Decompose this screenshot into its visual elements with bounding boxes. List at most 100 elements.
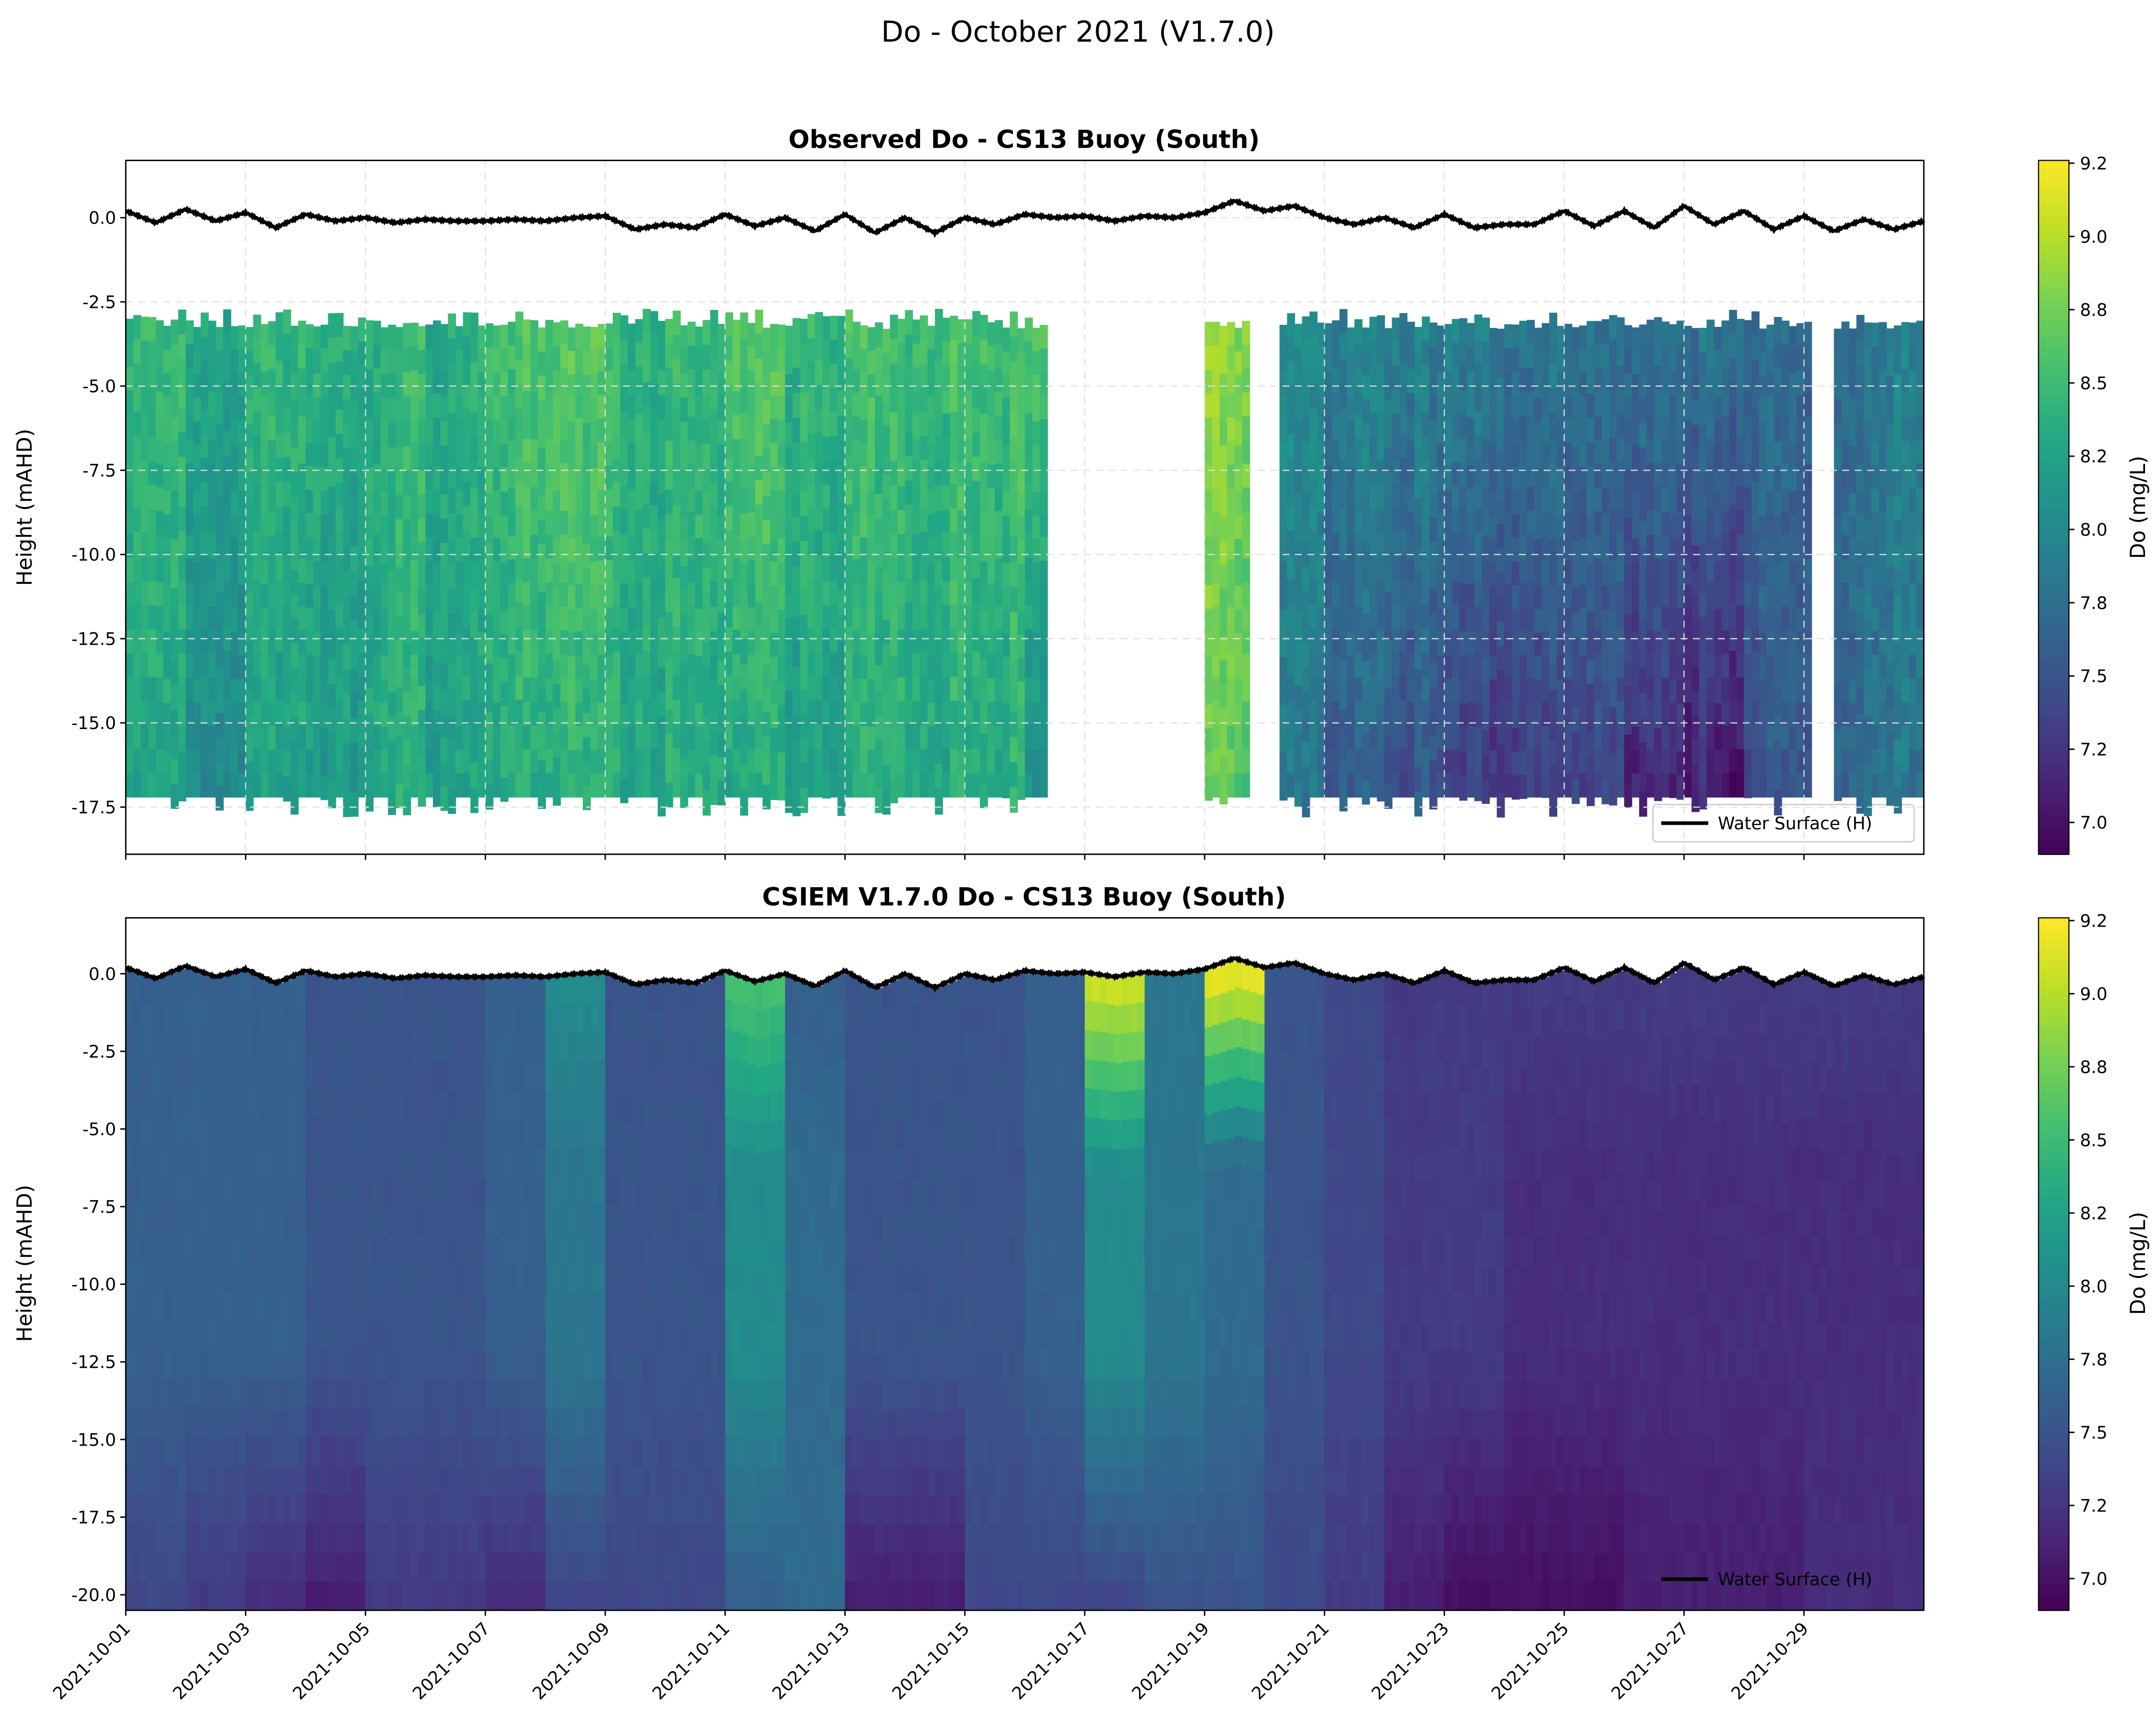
- heatmap-cell: [957, 725, 965, 750]
- heatmap-cell: [650, 384, 659, 409]
- heatmap-cell: [350, 375, 359, 401]
- heatmap-cell: [1549, 665, 1558, 691]
- heatmap-cell: [478, 585, 486, 609]
- heatmap-cell: [732, 606, 741, 631]
- heatmap-cell: [245, 1027, 254, 1057]
- heatmap-cell: [410, 726, 419, 750]
- heatmap-cell: [178, 727, 187, 752]
- heatmap-cell: [1002, 374, 1010, 399]
- heatmap-cell: [500, 634, 508, 659]
- heatmap-cell: [313, 1320, 321, 1350]
- heatmap-cell: [380, 445, 389, 469]
- heatmap-cell: [1324, 631, 1333, 656]
- heatmap-cell: [193, 1231, 202, 1261]
- heatmap-cell: [882, 765, 891, 790]
- heatmap-cell: [328, 338, 336, 363]
- heatmap-cell: [1744, 320, 1752, 345]
- heatmap-cell: [1556, 444, 1565, 468]
- heatmap-cell: [171, 491, 179, 516]
- heatmap-cell: [485, 615, 493, 640]
- heatmap-cell: [238, 514, 246, 538]
- heatmap-cell: [193, 327, 202, 351]
- heatmap-cell: [343, 473, 351, 498]
- observed-panel: Observed Do - CS13 Buoy (South) Height (…: [12, 125, 2150, 860]
- heatmap-cell: [1002, 469, 1010, 493]
- heatmap-cell: [245, 1348, 254, 1378]
- heatmap-cell: [425, 513, 434, 538]
- heatmap-cell: [1451, 414, 1460, 439]
- heatmap-cell: [275, 1239, 284, 1269]
- heatmap-cell: [1466, 323, 1475, 347]
- heatmap-cell: [837, 540, 846, 566]
- heatmap-cell: [964, 558, 973, 583]
- heatmap-cell: [920, 604, 928, 629]
- heatmap-cell: [680, 590, 689, 615]
- heatmap-cell: [1864, 790, 1872, 816]
- heatmap-cell: [935, 662, 943, 689]
- heatmap-cell: [290, 977, 299, 1006]
- heatmap-cell: [290, 594, 299, 620]
- heatmap-cell: [253, 459, 261, 484]
- heatmap-cell: [275, 385, 284, 410]
- heatmap-cell: [1632, 515, 1640, 539]
- heatmap-cell: [1407, 393, 1415, 418]
- heatmap-cell: [837, 316, 846, 342]
- heatmap-cell: [1377, 461, 1385, 486]
- heatmap-cell: [582, 640, 591, 666]
- heatmap-cell: [1407, 369, 1415, 394]
- colorbar-segment: [2038, 417, 2069, 425]
- heatmap-cell: [1526, 343, 1535, 368]
- heatmap-cell: [1766, 702, 1775, 727]
- heatmap-cell: [1706, 415, 1715, 440]
- heatmap-cell: [725, 603, 733, 628]
- heatmap-cell: [1429, 565, 1437, 591]
- heatmap-cell: [1039, 679, 1048, 704]
- heatmap-cell: [1864, 766, 1872, 792]
- heatmap-cell: [1684, 491, 1692, 515]
- heatmap-cell: [1729, 748, 1737, 773]
- heatmap-cell: [522, 773, 531, 798]
- heatmap-cell: [537, 327, 546, 352]
- heatmap-cell: [770, 419, 778, 444]
- heatmap-cell: [590, 514, 599, 539]
- heatmap-cell: [822, 702, 831, 727]
- colorbar-tick-label: 9.2: [2080, 154, 2108, 174]
- heatmap-cell: [1362, 613, 1370, 638]
- heatmap-cell: [1647, 415, 1655, 440]
- heatmap-cell: [350, 742, 359, 768]
- heatmap-cell: [1541, 749, 1550, 774]
- heatmap-cell: [1279, 538, 1288, 563]
- heatmap-cell: [1706, 630, 1715, 655]
- heatmap-cell: [156, 1552, 164, 1582]
- heatmap-cell: [703, 741, 711, 766]
- heatmap-cell: [178, 629, 187, 654]
- heatmap-cell: [552, 467, 561, 492]
- heatmap-cell: [1362, 470, 1370, 495]
- heatmap-cell: [852, 369, 861, 394]
- heatmap-cell: [231, 1436, 239, 1466]
- heatmap-cell: [1632, 398, 1640, 422]
- heatmap-cell: [126, 1464, 134, 1494]
- heatmap-cell: [710, 458, 719, 484]
- heatmap-cell: [530, 320, 539, 345]
- heatmap-cell: [283, 530, 291, 556]
- heatmap-cell: [1759, 586, 1767, 610]
- heatmap-cell: [718, 756, 726, 781]
- heatmap-cell: [433, 612, 441, 637]
- heatmap-cell: [260, 1149, 269, 1179]
- heatmap-cell: [920, 460, 928, 485]
- heatmap-cell: [762, 737, 771, 761]
- heatmap-cell: [927, 396, 936, 421]
- heatmap-cell: [1834, 541, 1842, 565]
- heatmap-cell: [448, 413, 456, 439]
- heatmap-cell: [328, 634, 336, 660]
- heatmap-cell: [994, 510, 1003, 535]
- heatmap-cell: [148, 701, 157, 726]
- heatmap-cell: [1856, 489, 1865, 515]
- heatmap-cell: [1617, 653, 1625, 678]
- heatmap-cell: [673, 724, 681, 749]
- heatmap-cell: [1362, 589, 1370, 614]
- heatmap-cell: [695, 656, 704, 680]
- heatmap-cell: [1684, 396, 1692, 421]
- heatmap-cell: [1684, 349, 1692, 374]
